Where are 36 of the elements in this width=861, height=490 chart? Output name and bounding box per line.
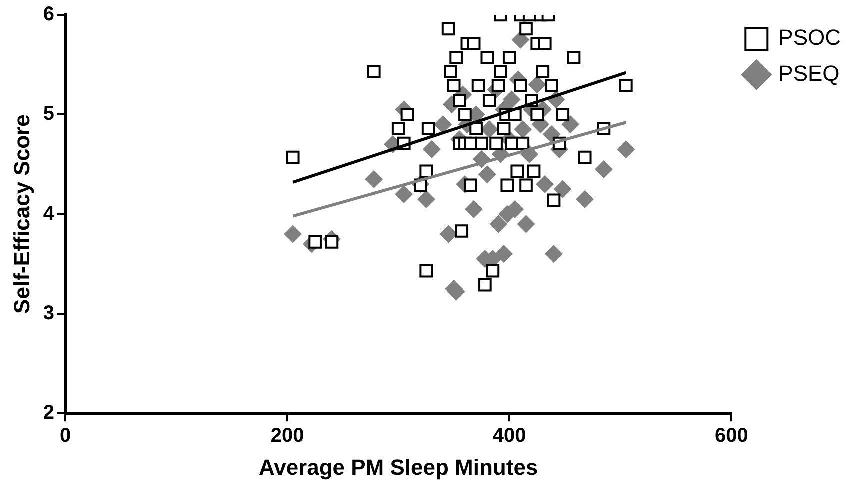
x-tick-label: 400 [492, 425, 526, 448]
point [617, 140, 636, 159]
y-tick-label: 6 [43, 4, 55, 26]
point [434, 116, 452, 134]
point [284, 225, 302, 244]
point [495, 245, 514, 264]
point [594, 160, 613, 178]
point [514, 120, 532, 139]
point [422, 140, 441, 159]
x-tick-label: 0 [60, 425, 72, 448]
point [545, 245, 564, 264]
point [502, 90, 521, 109]
x-tick-label: 600 [714, 425, 748, 448]
y-tick-label: 2 [43, 402, 55, 424]
point [490, 215, 508, 234]
x-axis-title: Average PM Sleep Minutes [259, 454, 538, 480]
legend-label: PSEQ [778, 61, 840, 86]
point [536, 175, 554, 194]
y-axis-title: Self-Efficacy Score [9, 114, 34, 314]
y-tick-label: 5 [43, 103, 55, 126]
point [478, 165, 496, 184]
point [417, 190, 436, 208]
point [528, 76, 546, 94]
legend-label: PSOC [778, 25, 842, 50]
point [554, 180, 572, 198]
point [480, 120, 499, 139]
point [395, 185, 414, 204]
y-tick-label: 3 [43, 302, 55, 324]
point [517, 215, 536, 234]
y-tick-label: 4 [43, 202, 56, 225]
point [465, 200, 484, 218]
point [576, 190, 594, 208]
point [365, 170, 384, 188]
x-tick-label: 200 [270, 425, 304, 448]
point [562, 116, 580, 134]
point [512, 30, 530, 49]
